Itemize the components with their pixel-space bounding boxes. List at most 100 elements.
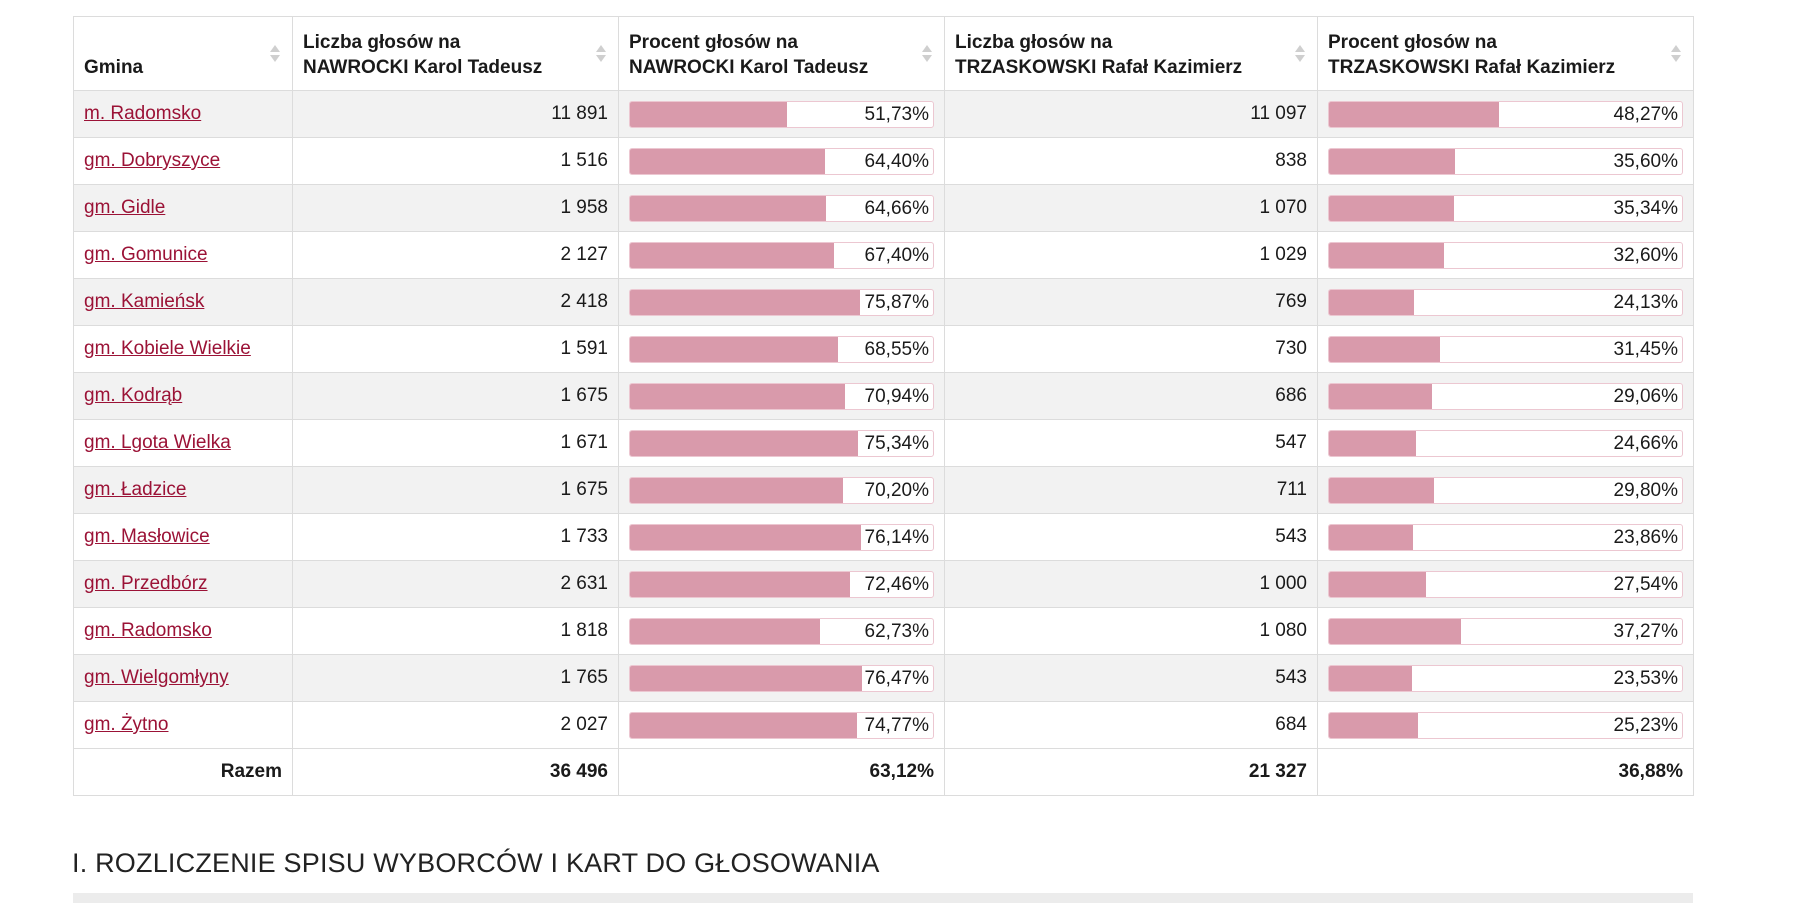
trzaskowski-votes: 1 029 [944, 231, 1318, 279]
percent-value: 35,34% [1613, 197, 1678, 219]
trzaskowski-percent-cell: 31,45% [1317, 325, 1694, 373]
percent-bar: 67,40% [629, 241, 934, 269]
gmina-cell: gm. Kobiele Wielkie [73, 325, 293, 373]
trzaskowski-votes: 838 [944, 137, 1318, 185]
gmina-cell: gm. Radomsko [73, 607, 293, 655]
gmina-cell: gm. Gomunice [73, 231, 293, 279]
percent-bar: 64,40% [629, 147, 934, 175]
nawrocki-percent-cell: 75,87% [618, 278, 945, 326]
percent-value: 31,45% [1613, 338, 1678, 360]
gmina-link[interactable]: gm. Kodrąb [84, 385, 183, 406]
percent-bar: 23,86% [1328, 523, 1683, 551]
percent-bar-fill [630, 477, 843, 503]
gmina-link[interactable]: gm. Kobiele Wielkie [84, 338, 251, 359]
gmina-link[interactable]: gm. Radomsko [84, 620, 212, 641]
percent-value: 75,87% [864, 291, 929, 313]
column-header-label-line2: TRZASKOWSKI Rafał Kazimierz [955, 57, 1243, 78]
table-header-row: Gmina Liczba głosów na NAWROCKI Karol Ta… [73, 16, 1694, 91]
sort-icon[interactable] [1671, 43, 1681, 65]
percent-bar-fill [1329, 101, 1500, 127]
column-header-trzaskowski-votes[interactable]: Liczba głosów na TRZASKOWSKI Rafał Kazim… [944, 16, 1318, 91]
percent-bar: 51,73% [629, 100, 934, 128]
percent-bar: 68,55% [629, 335, 934, 363]
trzaskowski-votes: 1 000 [944, 560, 1318, 608]
gmina-cell: gm. Wielgomłyny [73, 654, 293, 702]
percent-value: 70,94% [864, 385, 929, 407]
gmina-link[interactable]: gm. Masłowice [84, 526, 210, 547]
percent-bar: 24,66% [1328, 429, 1683, 457]
trzaskowski-votes: 711 [944, 466, 1318, 514]
gmina-link[interactable]: gm. Ładzice [84, 479, 187, 500]
percent-bar: 70,94% [629, 382, 934, 410]
section-title: I. ROZLICZENIE SPISU WYBORCÓW I KART DO … [72, 848, 880, 878]
percent-bar-fill [630, 242, 835, 268]
percent-bar-fill [1329, 383, 1432, 409]
gmina-link[interactable]: gm. Gidle [84, 197, 166, 218]
column-header-label-line1: Liczba głosów na [955, 32, 1113, 53]
percent-bar-fill [1329, 289, 1415, 315]
percent-bar-fill [630, 524, 861, 550]
column-header-trzaskowski-percent[interactable]: Procent głosów na TRZASKOWSKI Rafał Kazi… [1317, 16, 1694, 91]
trzaskowski-votes: 686 [944, 372, 1318, 420]
trzaskowski-votes: 11 097 [944, 90, 1318, 138]
percent-bar: 32,60% [1328, 241, 1683, 269]
column-header-nawrocki-percent[interactable]: Procent głosów na NAWROCKI Karol Tadeusz [618, 16, 945, 91]
gmina-link[interactable]: gm. Lgota Wielka [84, 432, 231, 453]
table-row: gm. Wielgomłyny 1 765 76,47% 543 23,53% [73, 654, 1694, 702]
nawrocki-votes: 1 591 [292, 325, 619, 373]
trzaskowski-percent-cell: 23,86% [1317, 513, 1694, 561]
nawrocki-votes: 1 671 [292, 419, 619, 467]
nawrocki-votes: 1 675 [292, 372, 619, 420]
nawrocki-votes: 2 631 [292, 560, 619, 608]
nawrocki-percent-cell: 76,47% [618, 654, 945, 702]
percent-bar: 76,14% [629, 523, 934, 551]
column-header-label-line1: Procent głosów na [629, 32, 798, 53]
total-nawrocki-percent: 63,12% [618, 748, 945, 796]
percent-bar-fill [1329, 195, 1454, 221]
nawrocki-votes: 1 733 [292, 513, 619, 561]
percent-bar-fill [1329, 336, 1441, 362]
total-label: Razem [73, 748, 293, 796]
percent-bar: 74,77% [629, 711, 934, 739]
nawrocki-percent-cell: 75,34% [618, 419, 945, 467]
trzaskowski-votes: 769 [944, 278, 1318, 326]
table-row: gm. Przedbórz 2 631 72,46% 1 000 27,54% [73, 560, 1694, 608]
percent-bar-fill [630, 383, 845, 409]
sort-icon[interactable] [596, 43, 606, 65]
nawrocki-percent-cell: 67,40% [618, 231, 945, 279]
gmina-link[interactable]: gm. Wielgomłyny [84, 667, 229, 688]
gmina-link[interactable]: gm. Dobryszyce [84, 150, 221, 171]
column-header-gmina[interactable]: Gmina [73, 16, 293, 91]
gmina-link[interactable]: gm. Gomunice [84, 244, 208, 265]
sort-icon[interactable] [922, 43, 932, 65]
percent-value: 24,66% [1613, 432, 1678, 454]
sort-icon[interactable] [270, 43, 280, 65]
percent-value: 25,23% [1613, 714, 1678, 736]
gmina-link[interactable]: gm. Żytno [84, 714, 169, 735]
gmina-cell: gm. Masłowice [73, 513, 293, 561]
gmina-link[interactable]: gm. Kamieńsk [84, 291, 205, 312]
column-header-nawrocki-votes[interactable]: Liczba głosów na NAWROCKI Karol Tadeusz [292, 16, 619, 91]
trzaskowski-percent-cell: 25,23% [1317, 701, 1694, 749]
percent-value: 67,40% [864, 244, 929, 266]
percent-bar-fill [1329, 618, 1461, 644]
trzaskowski-percent-cell: 23,53% [1317, 654, 1694, 702]
table-row: gm. Kodrąb 1 675 70,94% 686 29,06% [73, 372, 1694, 420]
column-header-label-line1: Procent głosów na [1328, 32, 1497, 53]
percent-bar-fill [630, 336, 838, 362]
table-body: m. Radomsko 11 891 51,73% 11 097 48,27% gm. D… [73, 90, 1694, 796]
percent-bar: 25,23% [1328, 711, 1683, 739]
nawrocki-percent-cell: 64,40% [618, 137, 945, 185]
nawrocki-percent-cell: 70,20% [618, 466, 945, 514]
nawrocki-percent-cell: 74,77% [618, 701, 945, 749]
gmina-link[interactable]: m. Radomsko [84, 103, 202, 124]
trzaskowski-votes: 543 [944, 654, 1318, 702]
percent-bar: 31,45% [1328, 335, 1683, 363]
nawrocki-percent-cell: 62,73% [618, 607, 945, 655]
percent-bar-fill [630, 571, 850, 597]
gmina-link[interactable]: gm. Przedbórz [84, 573, 208, 594]
percent-value: 72,46% [864, 573, 929, 595]
percent-value: 48,27% [1613, 103, 1678, 125]
sort-icon[interactable] [1295, 43, 1305, 65]
